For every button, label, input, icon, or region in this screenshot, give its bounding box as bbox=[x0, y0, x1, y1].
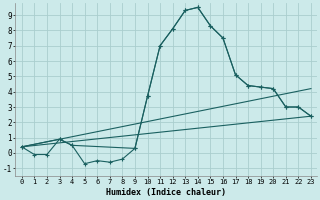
X-axis label: Humidex (Indice chaleur): Humidex (Indice chaleur) bbox=[106, 188, 226, 197]
